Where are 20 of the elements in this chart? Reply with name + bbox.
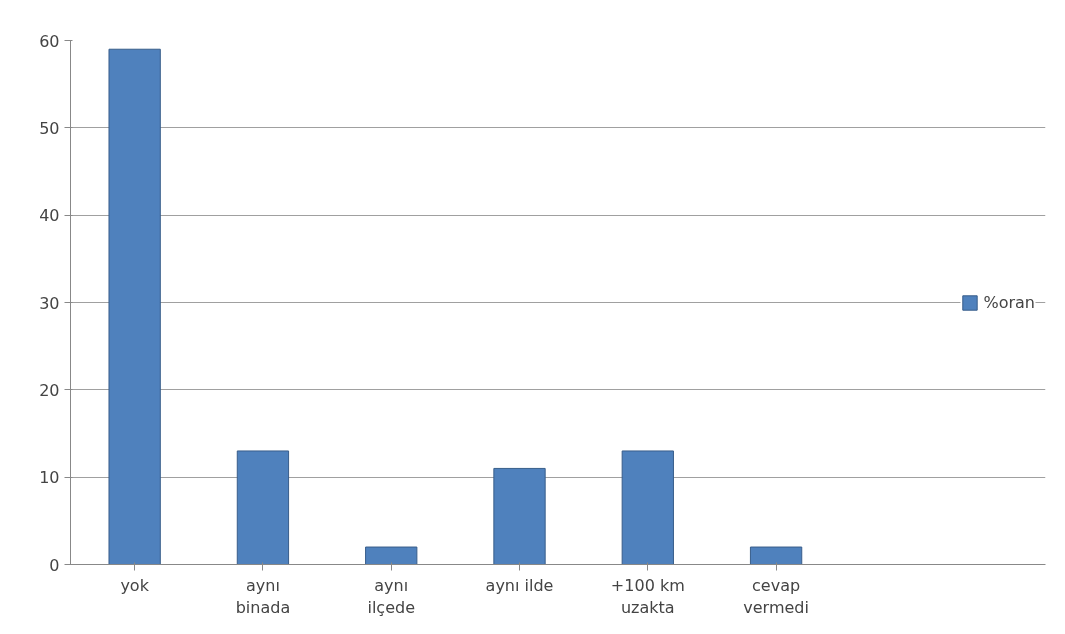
y-tick-label: 40 xyxy=(39,206,60,226)
bar xyxy=(621,450,674,565)
y-tick-label: 20 xyxy=(39,380,60,400)
y-tick-label: 30 xyxy=(39,293,60,313)
y-tick-label: 60 xyxy=(39,31,60,51)
bar xyxy=(365,546,418,565)
bar xyxy=(108,48,161,565)
bar xyxy=(749,546,803,565)
y-tick-label: 0 xyxy=(49,555,60,575)
x-tick-label: aynı binada xyxy=(235,575,291,618)
x-tick-label: yok xyxy=(120,575,150,595)
y-tick-label: 10 xyxy=(39,468,60,488)
x-tick-label: aynı ilçede xyxy=(367,575,415,618)
y-tick-label: 50 xyxy=(39,118,60,138)
legend-label: %oran xyxy=(983,292,1035,312)
x-tick-label: aynı ilde xyxy=(485,575,554,595)
bar xyxy=(493,467,546,565)
x-tick-label: cevap vermedi xyxy=(743,575,809,618)
bar xyxy=(236,450,290,565)
x-tick-label: +100 km uzakta xyxy=(610,575,685,618)
